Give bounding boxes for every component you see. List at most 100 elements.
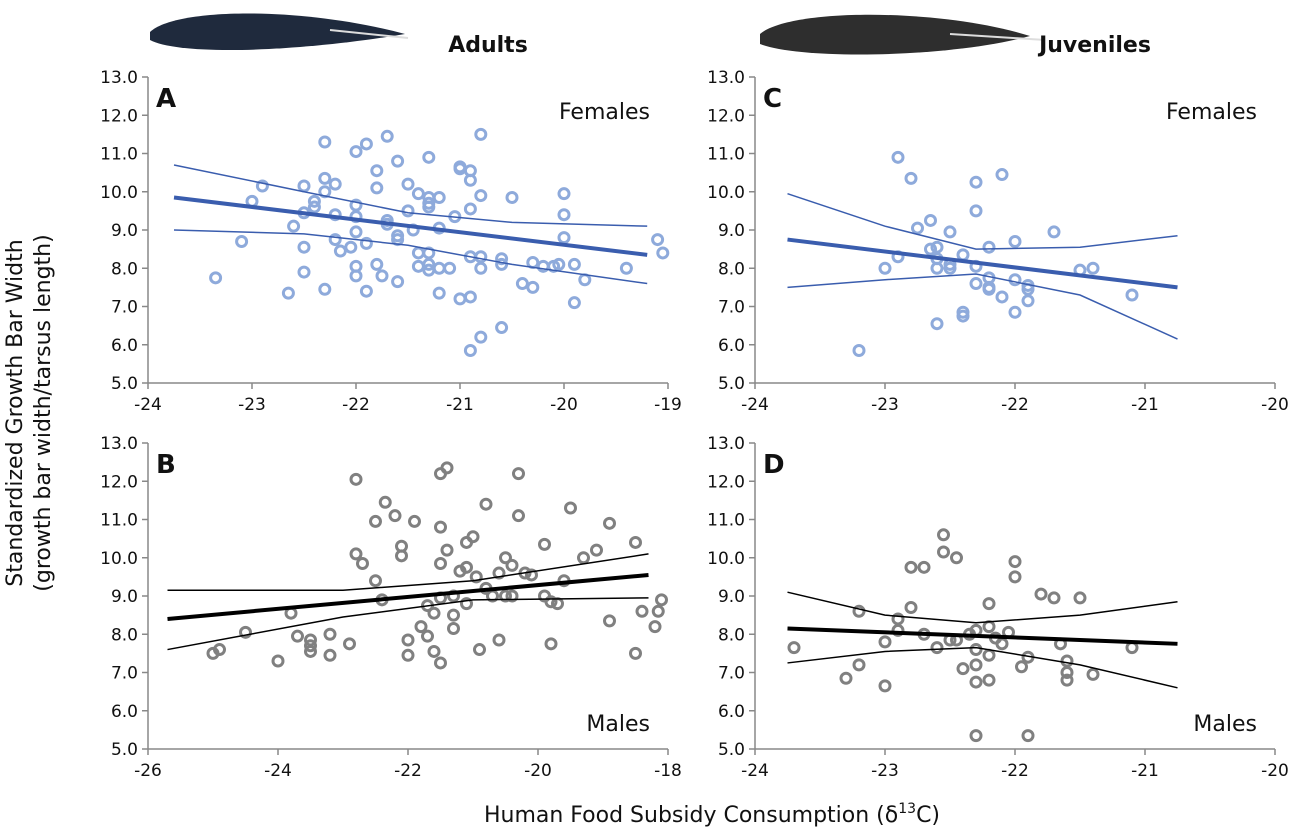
data-point [982,620,996,634]
data-point [474,261,488,275]
data-point [635,604,649,618]
data-point [629,535,642,549]
data-point [655,593,668,607]
x-tick-label: -20 [550,395,578,415]
data-point [956,309,970,323]
data-point [969,204,983,218]
data-point [551,597,564,611]
data-point [401,177,415,191]
data-point [469,570,483,584]
data-point [904,171,918,185]
data-point [567,296,581,310]
data-point [349,269,363,283]
x-tick-label: -22 [394,761,422,781]
data-point [333,244,347,258]
data-point [434,556,447,570]
y-tick-label: 11.0 [100,511,138,531]
data-point [318,171,332,185]
data-point [281,286,295,300]
data-point [891,623,905,637]
data-point [421,629,434,643]
data-point [307,200,321,214]
data-point [380,129,394,143]
y-tick-label: 13.0 [707,434,745,454]
data-point [557,208,571,222]
data-point [878,635,892,649]
data-point [1086,667,1100,681]
data-point [943,261,957,275]
data-point [349,547,363,561]
data-point [590,543,603,557]
data-point [1125,288,1139,302]
data-point [1021,294,1035,308]
x-tick-label: -22 [342,395,370,415]
data-point [369,514,382,528]
x-tick-label: -23 [238,395,266,415]
y-tick-label: 6.0 [111,336,138,356]
fit-line [787,646,1178,689]
data-point [917,560,931,574]
data-point [492,566,506,580]
y-tick-label: 5.0 [718,740,745,760]
data-point [969,175,983,189]
data-point [209,271,223,285]
data-point [369,574,382,588]
x-tick-label: -24 [741,761,769,781]
data-point [473,643,486,657]
data-point [378,495,392,509]
x-tick-label: -23 [871,395,899,415]
data-point [930,240,944,254]
data-point [388,509,402,523]
y-tick-label: 8.0 [718,625,745,645]
y-tick-label: 5.0 [111,740,138,760]
data-point [349,145,363,159]
y-tick-label: 7.0 [111,298,138,318]
y-tick-label: 13.0 [100,434,138,454]
data-point [323,627,337,641]
data-point [443,261,457,275]
data-point [982,648,996,662]
data-point [495,252,509,266]
x-tick-label: -20 [1261,395,1289,415]
panel-title: Juveniles [1037,33,1151,58]
data-point [463,290,477,304]
data-point [982,282,996,296]
data-point [479,497,493,511]
y-tick-label: 10.0 [100,549,138,569]
data-point [1008,273,1022,287]
data-point [956,248,970,262]
y-tick-label: 8.0 [111,625,138,645]
data-point [982,673,996,687]
data-point [577,551,590,565]
y-tick-label: 5.0 [111,374,138,394]
y-tick-label: 12.0 [707,106,745,126]
group-label: Males [586,712,650,737]
data-point [401,648,415,662]
y-tick-label: 9.0 [111,587,138,607]
data-point [505,558,519,572]
data-point [297,179,311,193]
data-point [656,246,670,260]
data-point [982,597,996,611]
data-point [603,614,616,628]
data-point [287,219,301,233]
data-point [505,190,519,204]
y-tick-label: 13.0 [707,68,745,88]
data-point [930,261,944,275]
x-tick-label: -23 [871,761,899,781]
x-axis-label-part: C) [916,803,940,828]
x-tick-label: -20 [1261,761,1289,781]
y-tick-label: 7.0 [111,664,138,684]
y-tick-label: 9.0 [111,221,138,241]
data-point [904,600,918,614]
data-point [578,273,592,287]
data-point [969,643,983,657]
data-point [950,551,963,565]
data-point [318,282,332,296]
fit-line [167,572,649,621]
data-point [564,501,577,515]
data-point [432,190,446,204]
data-point [1047,591,1061,605]
data-point [969,277,983,291]
fit-line [787,626,1178,646]
